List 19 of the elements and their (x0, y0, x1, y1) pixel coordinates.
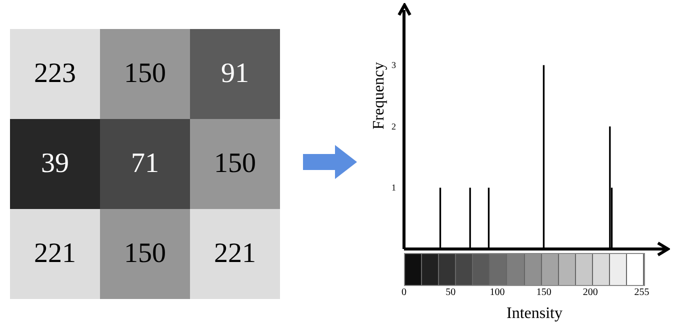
y-tick-label: 2 (392, 121, 396, 132)
y-tick-label: 1 (392, 182, 396, 193)
data-label: 150 (190, 119, 280, 209)
y-axis-title: Frequency (370, 62, 388, 130)
x-tick-label: 150 (536, 287, 552, 298)
data-label: 39 (10, 119, 100, 209)
x-tick-label: 255 (634, 287, 650, 298)
data-label: 221 (10, 209, 100, 299)
x-tick-label: 0 (402, 287, 406, 298)
data-label: 91 (190, 29, 280, 119)
data-label: 71 (100, 119, 190, 209)
x-tick-label: 100 (490, 287, 505, 298)
data-label: 221 (190, 209, 280, 299)
data-label: 223 (10, 29, 100, 119)
data-label: 150 (100, 29, 190, 119)
y-tick-label: 3 (392, 60, 396, 70)
x-axis-title: Intensity (506, 305, 562, 322)
x-tick-label: 50 (446, 287, 456, 298)
x-tick-label: 200 (582, 287, 598, 298)
